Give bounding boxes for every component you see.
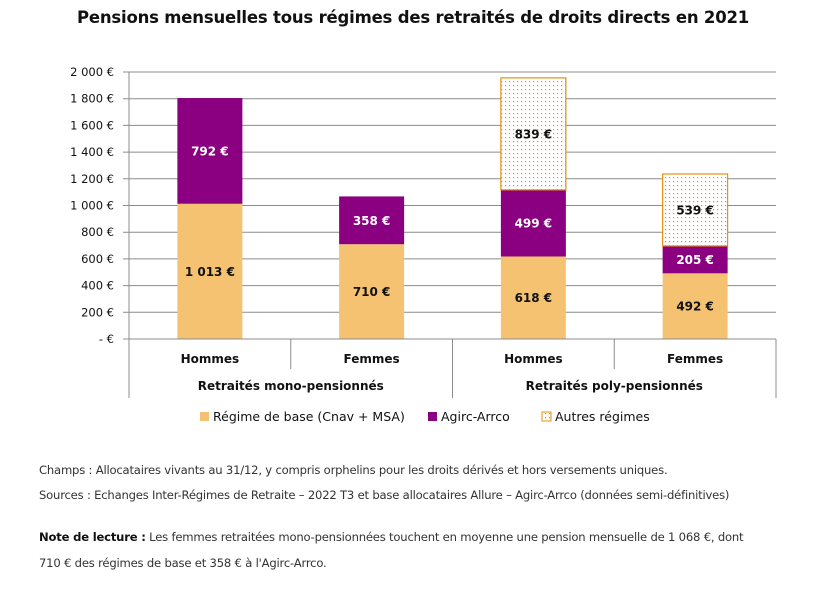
data-label-autres: 839 € [515, 127, 553, 141]
legend-swatch-agirc [428, 412, 437, 421]
legend-swatch-base [200, 412, 209, 421]
pension-chart: 1 013 € 792 € 710 € 358 € 618 € 499 € 839 € 492… [70, 65, 777, 424]
x-category-label: Femmes [344, 352, 400, 366]
data-label-agirc: 499 € [515, 217, 553, 231]
bar-segment-autres [500, 77, 567, 191]
x-category-label: Hommes [181, 352, 240, 366]
chart-title: Pensions mensuelles tous régimes des ret… [76, 8, 750, 27]
reading-note-line-2: 710 € des régimes de base et 358 € à l'A… [39, 556, 327, 570]
y-tick-label: 1 000 € [70, 199, 114, 213]
data-label-agirc: 792 € [191, 144, 229, 158]
data-label-agirc: 358 € [353, 214, 391, 228]
reading-note-text: Les femmes retraitées mono-pensionnées t… [145, 530, 744, 544]
y-tick-label: 1 800 € [70, 92, 114, 106]
data-label-autres: 539 € [676, 203, 714, 217]
bar-segment-base [500, 256, 566, 339]
bar-segment-agirc [500, 189, 566, 257]
reading-note-label: Note de lecture : [39, 530, 146, 544]
data-label-base: 618 € [515, 291, 553, 305]
x-group-label: Retraités poly-pensionnés [526, 379, 703, 393]
bar-segment-autres [662, 173, 729, 247]
sources-note: Sources : Echanges Inter-Régimes de Retr… [39, 488, 730, 502]
y-tick-label: 2 000 € [70, 65, 114, 79]
y-tick-label: 200 € [81, 305, 114, 319]
champs-note: Champs : Allocataires vivants au 31/12, … [39, 463, 668, 477]
y-tick-label: 400 € [81, 279, 114, 293]
legend-label-agirc: Agirc-Arrco [441, 409, 510, 424]
bar-segment-agirc [339, 196, 405, 245]
x-category-label: Femmes [667, 352, 723, 366]
data-label-base: 710 € [353, 285, 391, 299]
y-tick-label: 800 € [81, 225, 114, 239]
data-label-base: 492 € [676, 300, 714, 314]
x-group-label: Retraités mono-pensionnés [198, 379, 384, 393]
bar-segment-base [177, 203, 243, 339]
x-category-label: Hommes [504, 352, 563, 366]
bar-segment-agirc [177, 98, 243, 204]
y-tick-label: 1 400 € [70, 145, 114, 159]
data-label-agirc: 205 € [676, 253, 714, 267]
y-tick-label: 1 200 € [70, 172, 114, 186]
y-tick-label: 600 € [81, 252, 114, 266]
bar-segment-base [339, 244, 405, 339]
data-label-base: 1 013 € [185, 265, 235, 279]
legend-swatch-autres [541, 411, 552, 422]
legend-label-base: Régime de base (Cnav + MSA) [213, 409, 405, 424]
y-tick-label: - € [99, 332, 114, 346]
reading-note-line-1: Note de lecture : Les femmes retraitées … [39, 530, 744, 544]
bar-segment-base [662, 273, 728, 339]
y-tick-label: 1 600 € [70, 118, 114, 132]
bar-segment-agirc [662, 245, 728, 274]
legend-label-autres: Autres régimes [555, 409, 650, 424]
